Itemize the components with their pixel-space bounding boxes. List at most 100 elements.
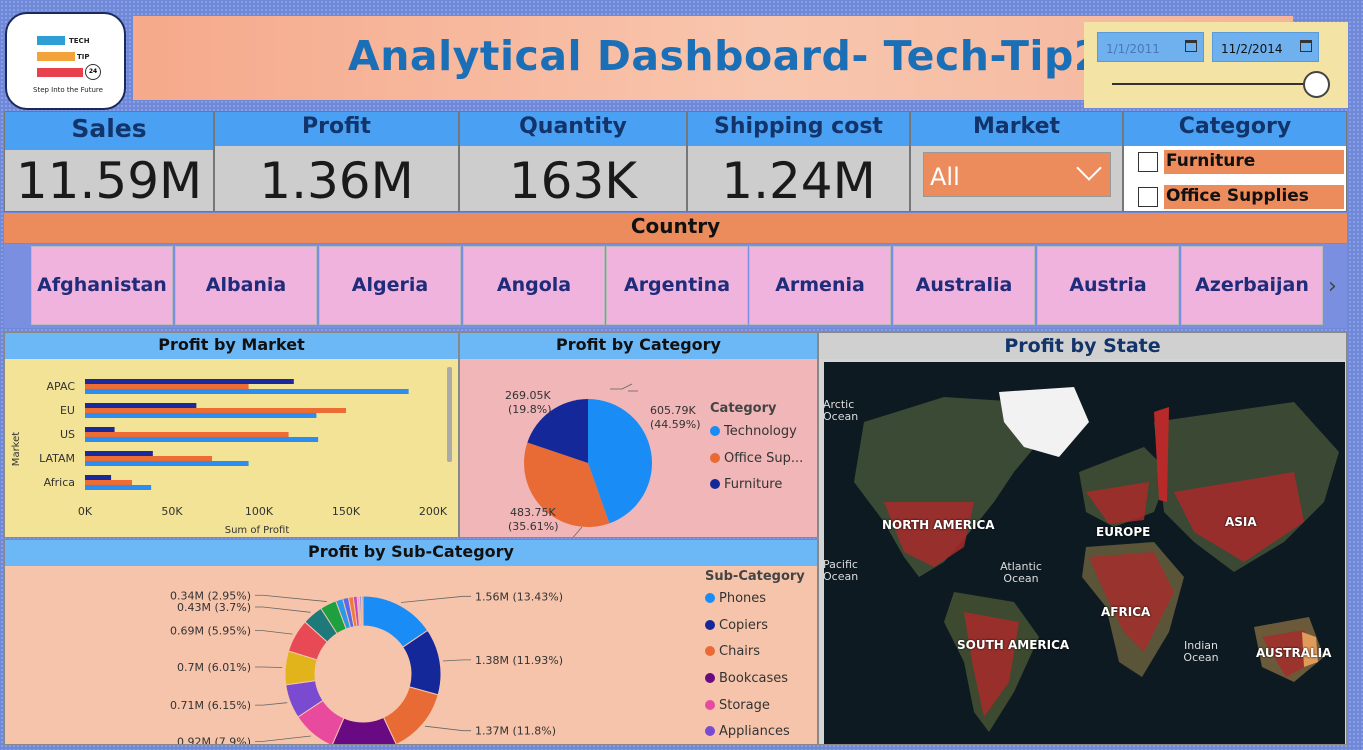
profit-by-state-title: Profit by State <box>819 333 1346 359</box>
market-select[interactable]: All <box>923 152 1111 197</box>
profit-by-subcategory-panel: Profit by Sub-Category 1.56M (13.43%) 1.3… <box>4 539 818 745</box>
legend-item[interactable]: Copiers <box>705 618 768 633</box>
legend-dot-icon <box>705 620 715 630</box>
ocean-label: Indian Ocean <box>1183 639 1219 664</box>
market-bar[interactable] <box>85 389 409 394</box>
kpi-profit: Profit 1.36M <box>214 111 459 212</box>
country-filter: Afghanistan Albania Algeria Angola Argen… <box>4 244 1347 328</box>
market-bar[interactable] <box>85 456 213 461</box>
pie-slice[interactable] <box>588 399 652 524</box>
market-bar[interactable] <box>85 427 115 432</box>
market-bar[interactable] <box>85 408 346 413</box>
legend-item[interactable]: Appliances <box>705 724 790 739</box>
profit-by-category-chart: 269.05K (19.8%) 605.79K (44.59%) 483.75K… <box>505 383 701 537</box>
end-date-input[interactable]: 11/2/2014 <box>1212 32 1319 62</box>
pie-label: 483.75K <box>510 506 556 519</box>
market-bar[interactable] <box>85 451 153 456</box>
calendar-icon[interactable] <box>1300 40 1312 52</box>
country-tile[interactable]: Australia <box>893 246 1035 325</box>
date-slider-track[interactable] <box>1112 83 1316 85</box>
donut-label: 1.37M (11.8%) <box>475 725 556 738</box>
chevron-right-icon[interactable]: › <box>1328 274 1337 299</box>
y-tick-label: LATAM <box>39 452 75 465</box>
market-bar[interactable] <box>85 403 197 408</box>
legend-item[interactable]: Storage <box>705 698 770 713</box>
donut-label: 0.71M (6.15%) <box>170 699 251 712</box>
legend-item[interactable]: Bookcases <box>705 671 788 686</box>
category-option-label: Office Supplies <box>1164 185 1344 209</box>
legend-item[interactable]: Chairs <box>705 644 760 659</box>
legend-item[interactable]: Office Sup... <box>710 451 803 466</box>
legend-label: Technology <box>724 424 797 439</box>
start-date-value: 1/1/2011 <box>1106 42 1160 56</box>
country-tile[interactable]: Armenia <box>749 246 891 325</box>
legend-dot-icon <box>705 673 715 683</box>
country-tile[interactable]: Angola <box>463 246 605 325</box>
legend-label: Office Sup... <box>724 451 804 466</box>
profit-by-subcategory-chart: 1.56M (13.43%) 1.38M (11.93%) 1.37M (11.8%… <box>170 589 563 745</box>
market-bar[interactable] <box>85 475 112 480</box>
market-filter: Market All <box>910 111 1123 212</box>
country-tile[interactable]: Albania <box>175 246 317 325</box>
market-bar[interactable] <box>85 384 249 389</box>
legend-dot-icon <box>710 453 720 463</box>
legend-item[interactable]: Technology <box>710 424 797 439</box>
checkbox-icon[interactable] <box>1138 152 1158 172</box>
country-tile[interactable]: Afghanistan <box>31 246 173 325</box>
world-map[interactable] <box>824 362 1345 745</box>
category-option-office-supplies[interactable]: Office Supplies <box>1124 183 1346 211</box>
pie-slice[interactable] <box>527 399 588 463</box>
category-filter-label: Category <box>1124 112 1346 146</box>
donut-label: 0.7M (6.01%) <box>177 661 251 674</box>
start-date-input[interactable]: 1/1/2011 <box>1097 32 1204 62</box>
market-bar[interactable] <box>85 480 132 485</box>
logo-line1: TECH <box>69 37 90 45</box>
market-bar[interactable] <box>85 437 319 442</box>
country-tile[interactable]: Algeria <box>319 246 461 325</box>
pie-label: (44.59%) <box>650 418 701 431</box>
x-tick-label: 200K <box>419 505 448 518</box>
donut-slice[interactable] <box>382 686 439 745</box>
pie-label: 605.79K <box>650 404 696 417</box>
checkbox-icon[interactable] <box>1138 187 1158 207</box>
category-option-furniture[interactable]: Furniture <box>1124 148 1346 176</box>
country-tile[interactable]: Austria <box>1037 246 1179 325</box>
greenland <box>999 387 1089 457</box>
kpi-profit-label: Profit <box>215 112 458 146</box>
country-tile[interactable]: Azerbaijan <box>1181 246 1323 325</box>
date-slider-handle[interactable] <box>1303 71 1330 98</box>
ocean-label: Arctic Ocean <box>823 398 859 423</box>
pie-label: (19.8%) <box>508 403 552 416</box>
logo-badge: 24 <box>85 64 101 80</box>
category-option-label: Furniture <box>1164 150 1344 174</box>
legend-dot-icon <box>705 646 715 656</box>
market-bar[interactable] <box>85 432 289 437</box>
market-bar[interactable] <box>85 485 152 490</box>
legend-label: Furniture <box>724 477 783 492</box>
scrollbar[interactable] <box>447 367 452 462</box>
logo-bar-orange <box>37 52 75 61</box>
country-tile[interactable]: Argentina <box>606 246 748 325</box>
profit-by-category-title: Profit by Category <box>460 333 817 359</box>
continent-label: EUROPE <box>1096 525 1151 539</box>
pie-slice[interactable] <box>524 442 610 527</box>
market-bar[interactable] <box>85 413 317 418</box>
donut-slice[interactable] <box>361 595 364 627</box>
legend-item[interactable]: Furniture <box>710 477 782 492</box>
kpi-quantity-value: 163K <box>508 152 638 210</box>
chevron-down-icon[interactable] <box>1076 155 1102 181</box>
legend-item[interactable]: Phones <box>705 591 766 606</box>
profit-by-state-panel: Profit by State NORTH AMERICA EUROPE ASI… <box>818 332 1347 745</box>
category-filter: Category Furniture Office Supplies <box>1123 111 1347 212</box>
donut-label: 1.38M (11.93%) <box>475 654 563 667</box>
donut-slice[interactable] <box>332 716 397 745</box>
kpi-shipping-label: Shipping cost <box>688 112 909 146</box>
pie-label: (35.61%) <box>508 520 559 533</box>
calendar-icon[interactable] <box>1185 40 1197 52</box>
logo-bar-blue <box>37 36 65 45</box>
market-bar[interactable] <box>85 379 294 384</box>
continent-label: AUSTRALIA <box>1256 646 1332 660</box>
kpi-shipping-cost: Shipping cost 1.24M <box>687 111 910 212</box>
continent-label: SOUTH AMERICA <box>957 638 1070 652</box>
market-bar[interactable] <box>85 461 249 466</box>
